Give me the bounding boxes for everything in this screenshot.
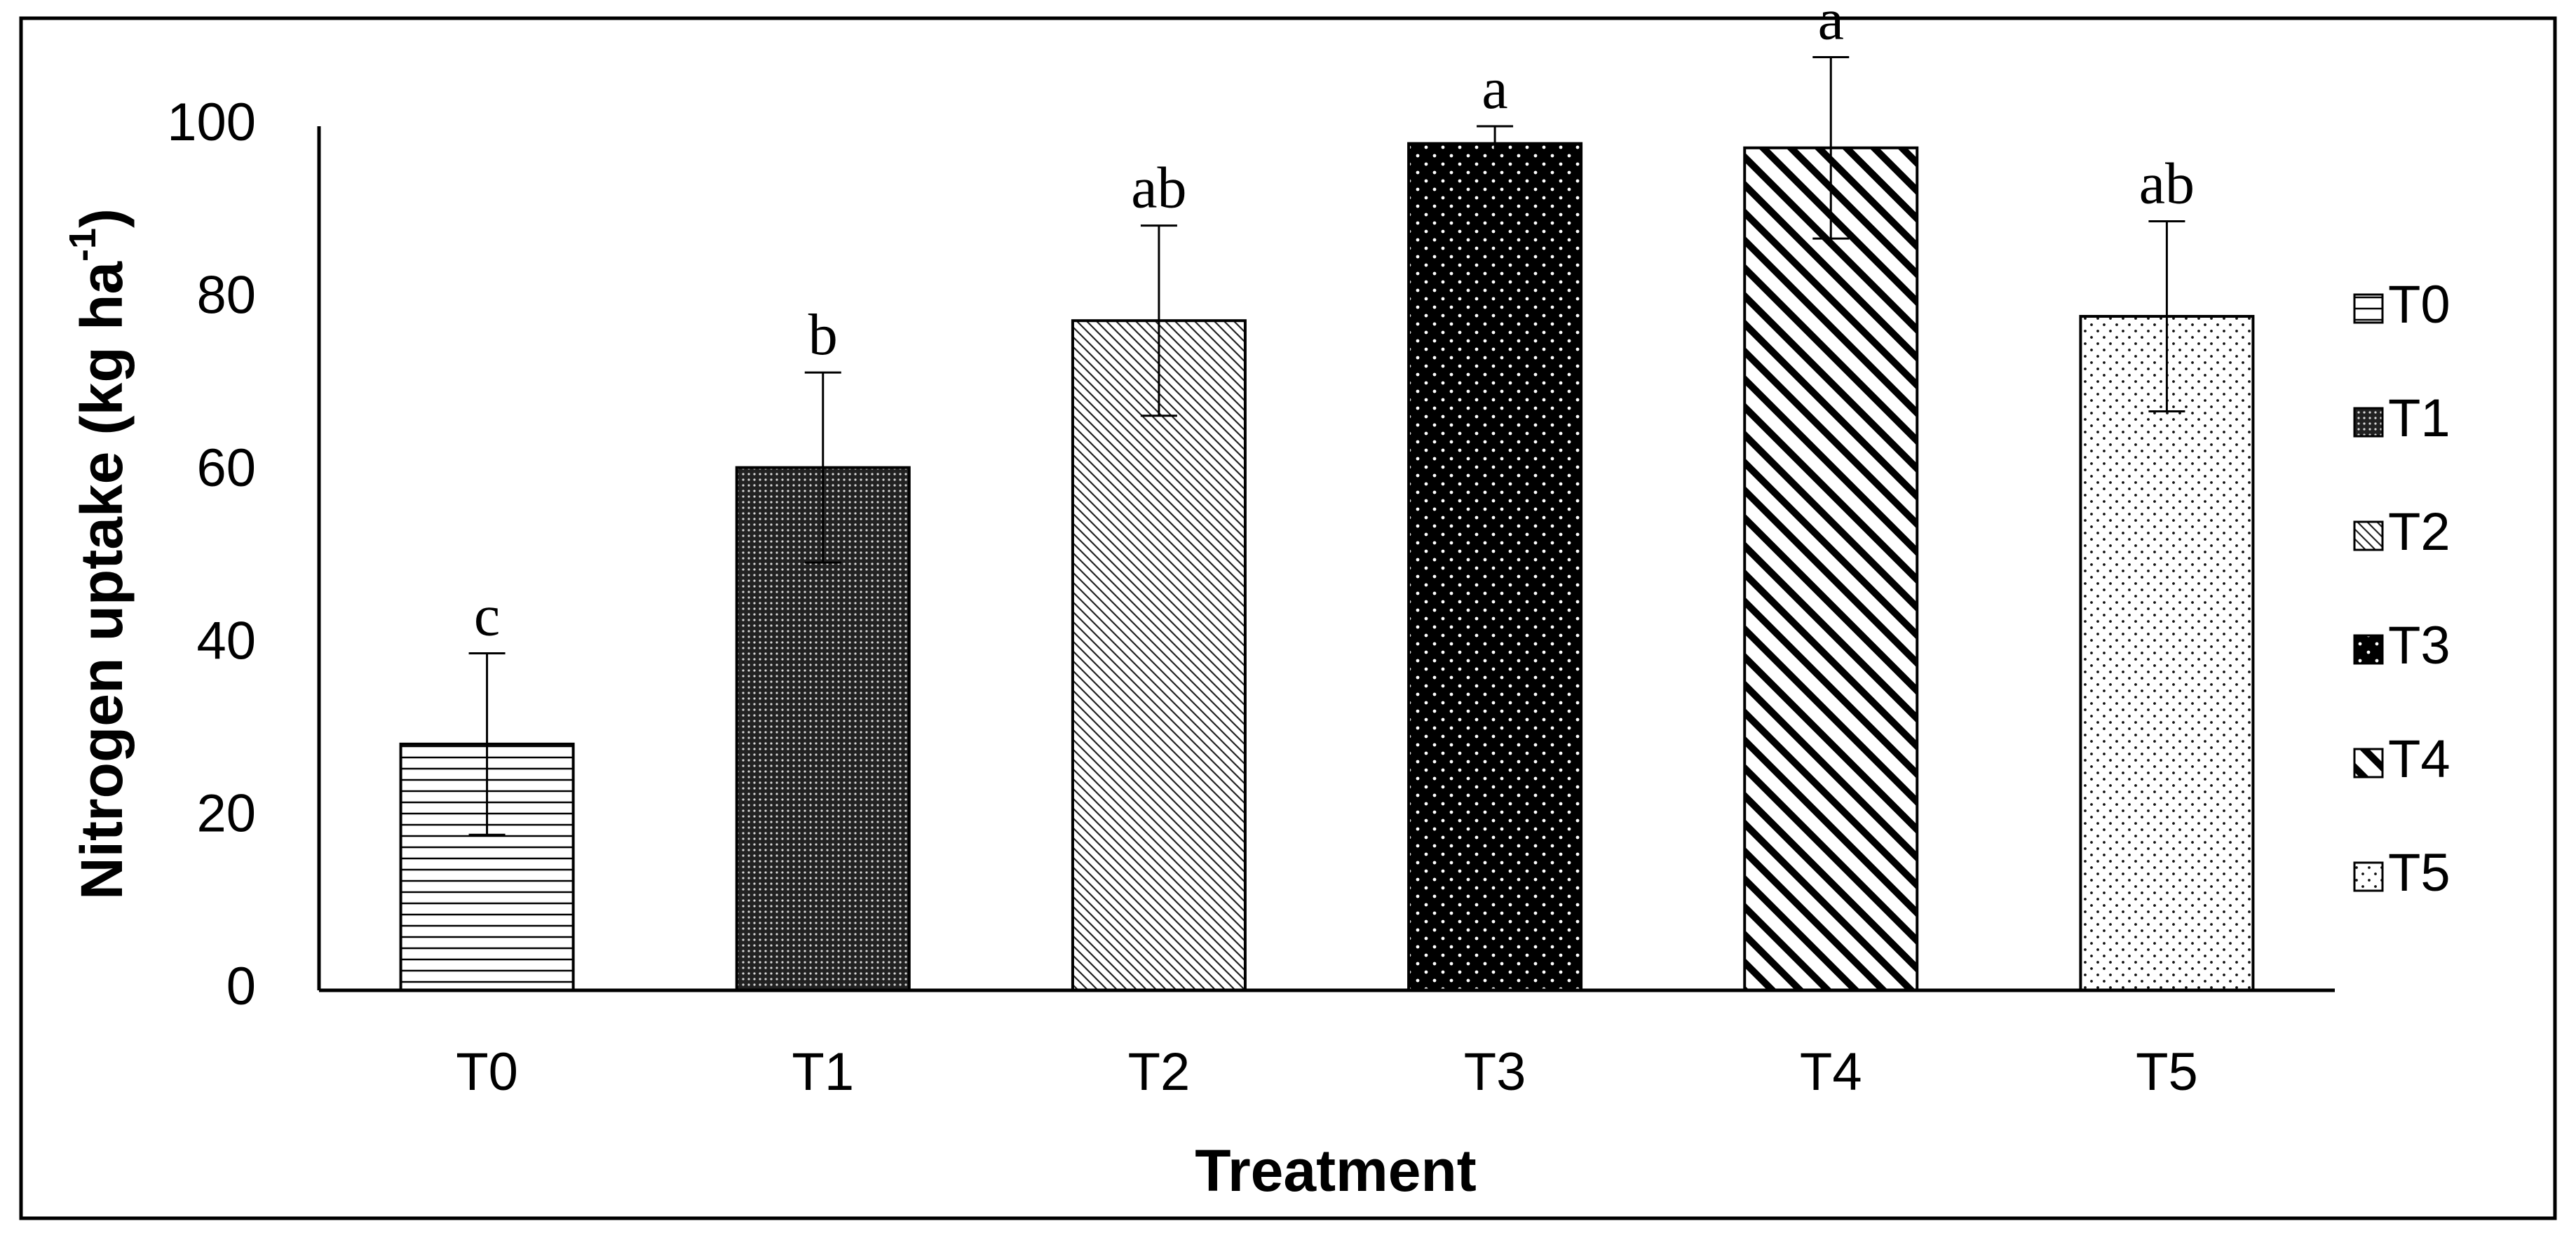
- significance-label: a: [1482, 56, 1507, 121]
- y-tick-label: 20: [196, 784, 256, 844]
- x-axis-ticks: T0 T1 T2 T3 T4 T5: [456, 1042, 2198, 1102]
- x-tick-label: T0: [456, 1042, 518, 1102]
- legend-label: T0: [2388, 275, 2450, 335]
- x-tick-label: T3: [1464, 1042, 1526, 1102]
- significance-labels: c b ab a a ab: [474, 0, 2195, 649]
- significance-label: ab: [2139, 151, 2195, 217]
- bar-t5: [2079, 315, 2255, 992]
- legend-swatch: [2353, 861, 2384, 892]
- error-bars-group: [468, 55, 2185, 836]
- legend-label: T2: [2388, 502, 2450, 562]
- legend-swatch: [2353, 293, 2384, 324]
- significance-label: a: [1818, 0, 1844, 52]
- significance-label: c: [474, 584, 500, 649]
- y-tick-label: 100: [167, 93, 256, 152]
- x-tick-label: T4: [1800, 1042, 1862, 1102]
- legend-label: T4: [2388, 729, 2450, 789]
- legend-swatch: [2353, 748, 2384, 779]
- bar-t3: [1407, 142, 1583, 992]
- legend-label: T3: [2388, 616, 2450, 675]
- legend-swatch: [2353, 520, 2384, 551]
- y-tick-label: 40: [196, 611, 256, 670]
- legend-swatch: [2353, 407, 2384, 438]
- significance-label: ab: [1131, 156, 1186, 221]
- x-tick-label: T2: [1128, 1042, 1191, 1102]
- legend-swatch: [2353, 634, 2384, 665]
- y-tick-label: 80: [196, 265, 256, 325]
- y-tick-label: 60: [196, 438, 256, 498]
- bar-t2: [1071, 319, 1247, 992]
- x-tick-label: T5: [2136, 1042, 2198, 1102]
- significance-label: b: [808, 302, 838, 368]
- legend-label: T5: [2388, 843, 2450, 903]
- y-axis-title-close: ): [69, 208, 135, 228]
- y-tick-label: 0: [226, 957, 256, 1016]
- bar-t4: [1743, 146, 1919, 992]
- y-axis-ticks: 0 20 40 60 80 100: [167, 93, 256, 1016]
- y-axis-title: Nitrogen uptake (kg ha-1): [62, 208, 135, 900]
- bars-group: [399, 142, 2255, 992]
- chart-frame: [19, 16, 2557, 1220]
- x-tick-label: T1: [792, 1042, 854, 1102]
- y-axis-title-superscript: -1: [62, 228, 104, 262]
- legend-label: T1: [2388, 389, 2450, 448]
- legend: T0 T1 T2 T3 T4 T5: [2353, 275, 2450, 903]
- x-axis-title: Treatment: [1195, 1138, 1476, 1204]
